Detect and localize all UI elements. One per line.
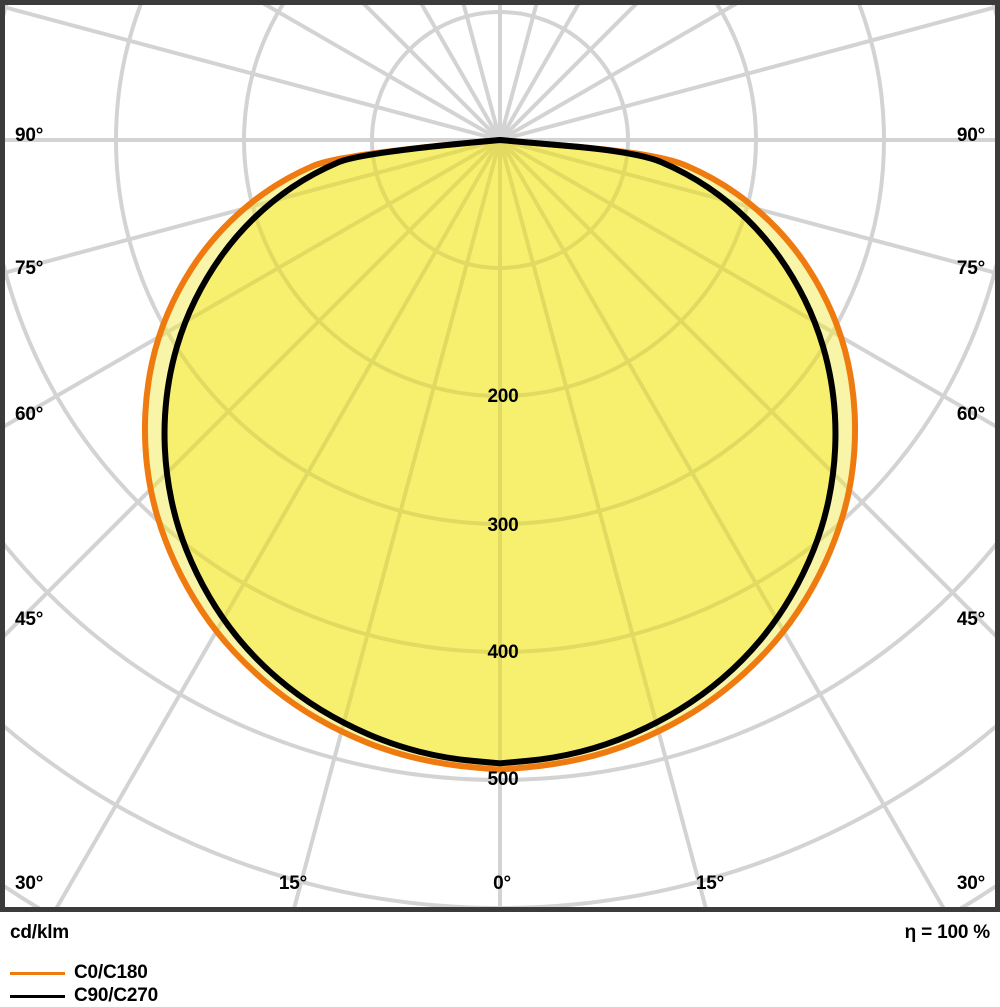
distribution-curves	[141, 137, 859, 773]
angle-label-left-4: 30°	[15, 873, 44, 894]
angle-label-right-1: 75°	[956, 258, 985, 279]
angle-label-right-2: 60°	[956, 404, 985, 425]
plot-area: 90° 75° 60° 45° 30° 90° 75° 60° 45° 30° 15° 0° 15°…	[0, 0, 1000, 912]
chart-footer: cd/klm η = 100 % C0/C180 C90/C270	[0, 912, 1000, 1006]
angle-label-right-3: 45°	[956, 609, 985, 630]
angle-label-left-0: 90°	[15, 125, 44, 146]
efficiency-label: η = 100 %	[904, 922, 991, 943]
legend-label-c0-c180: C0/C180	[74, 962, 148, 983]
legend-label-c90-c270: C90/C270	[74, 985, 158, 1006]
angle-label-left-1: 75°	[15, 258, 44, 279]
angle-label-right-4: 30°	[956, 873, 985, 894]
unit-label: cd/klm	[10, 922, 69, 943]
radial-label-300: 300	[487, 515, 519, 536]
angle-label-bottom-2: 15°	[695, 873, 725, 894]
angle-label-bottom-1: 0°	[493, 873, 511, 894]
legend-line-swatch-c90-c270	[10, 995, 65, 998]
angle-label-right-0: 90°	[956, 125, 985, 146]
radial-label-200: 200	[487, 386, 519, 407]
legend-line-swatch-c0-c180	[10, 972, 65, 975]
angle-label-left-2: 60°	[15, 404, 44, 425]
radial-label-500: 500	[487, 769, 519, 790]
polar-grid-and-curves	[5, 5, 995, 907]
angle-label-left-3: 45°	[15, 609, 44, 630]
angle-label-bottom-0: 15°	[278, 873, 308, 894]
radial-label-400: 400	[487, 642, 519, 663]
